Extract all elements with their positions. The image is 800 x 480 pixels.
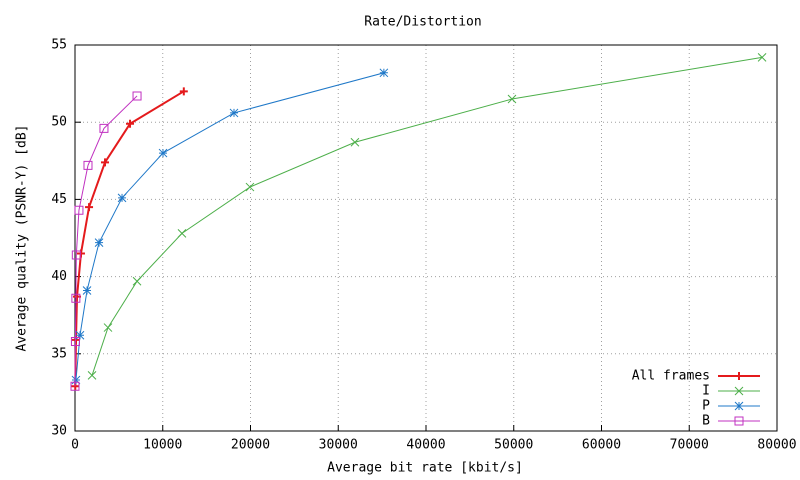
plot-border — [74, 44, 778, 432]
data-point — [158, 148, 168, 158]
data-point — [379, 68, 389, 78]
x-tick-label: 50000 — [494, 438, 533, 453]
x-tick-label: 0 — [71, 438, 79, 453]
data-point — [101, 158, 110, 167]
data-point — [75, 330, 85, 340]
data-point — [85, 203, 94, 212]
data-point — [229, 108, 239, 118]
y-axis-label: Average quality (PSNR-Y) [dB] — [15, 125, 30, 352]
data-point — [117, 193, 127, 203]
y-tick-label: 45 — [51, 192, 67, 207]
data-point — [71, 375, 81, 385]
data-point — [87, 371, 97, 380]
legend-marker — [734, 401, 744, 411]
data-point — [245, 182, 255, 192]
data-point — [132, 276, 142, 286]
data-point — [74, 205, 84, 215]
series-line — [75, 72, 385, 381]
x-tick-label: 40000 — [406, 438, 445, 453]
x-tick-label: 20000 — [231, 438, 270, 453]
y-tick-label: 40 — [51, 269, 67, 284]
data-point — [179, 87, 188, 96]
data-point — [71, 250, 81, 260]
y-tick-label: 50 — [51, 115, 67, 130]
y-tick-label: 55 — [51, 38, 67, 53]
data-point — [177, 229, 187, 238]
x-axis-label: Average bit rate [kbit/s] — [327, 461, 523, 476]
data-point — [126, 119, 135, 128]
data-point — [82, 286, 92, 295]
x-tick-label: 80000 — [757, 438, 796, 453]
series-line — [91, 56, 763, 376]
legend-marker — [734, 386, 744, 396]
data-point — [99, 123, 109, 133]
y-tick-label: 35 — [51, 346, 67, 361]
data-point — [94, 238, 104, 247]
legend-label: B — [702, 414, 710, 429]
y-tick-label: 30 — [51, 424, 67, 439]
legend-label: P — [702, 399, 710, 414]
x-tick-label: 10000 — [143, 438, 182, 453]
data-point — [132, 91, 142, 101]
data-point — [507, 94, 517, 104]
x-tick-label: 70000 — [670, 438, 709, 453]
x-tick-label: 30000 — [319, 438, 358, 453]
chart-title: Rate/Distortion — [364, 15, 481, 30]
legend-label: All frames — [632, 369, 710, 384]
data-point — [103, 323, 113, 332]
data-point — [76, 249, 85, 258]
series-line — [74, 95, 138, 387]
data-point — [350, 137, 360, 147]
data-point — [71, 293, 81, 303]
data-point — [83, 160, 93, 170]
x-tick-label: 60000 — [582, 438, 621, 453]
series-line — [74, 90, 185, 387]
legend-marker — [735, 372, 743, 380]
legend-marker — [734, 416, 744, 426]
data-point — [70, 381, 80, 391]
data-point — [70, 336, 80, 346]
data-point — [757, 52, 767, 62]
legend-label: I — [702, 384, 710, 399]
